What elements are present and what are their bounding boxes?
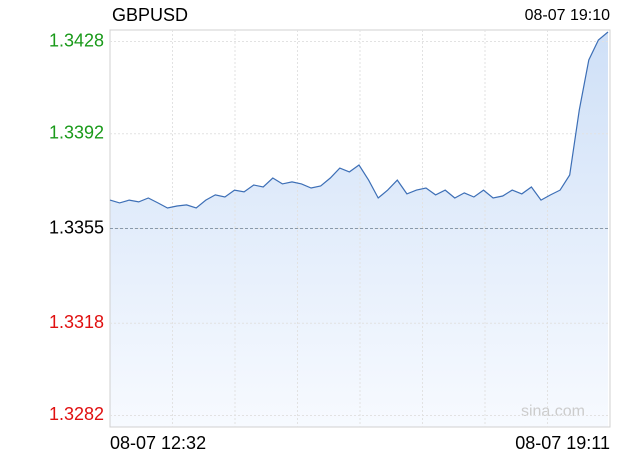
x-tick-label: 08-07 12:32	[110, 433, 206, 453]
x-tick-label: 08-07 19:11	[515, 433, 610, 453]
y-tick-label: 1.3392	[49, 122, 104, 142]
y-tick-label: 1.3355	[49, 217, 104, 237]
watermark: sina.com	[521, 403, 585, 420]
y-tick-label: 1.3428	[49, 30, 104, 50]
y-tick-label: 1.3318	[49, 312, 104, 332]
y-tick-label: 1.3282	[49, 404, 104, 424]
price-line	[109, 31, 609, 209]
timestamp: 08-07 19:10	[525, 7, 611, 24]
area	[110, 32, 608, 427]
chart-title: GBPUSD	[112, 5, 188, 25]
